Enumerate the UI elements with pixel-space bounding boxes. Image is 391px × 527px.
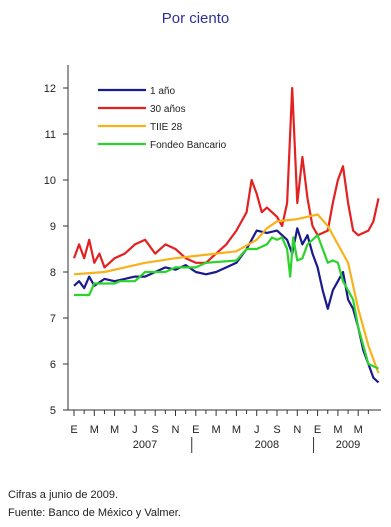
series-line-0 [73,227,380,384]
series-line-2 [73,213,380,374]
footnote-coverage: Cifras a junio de 2009. [8,489,119,501]
year-label: 2008 [255,439,279,451]
x-tick-label: E [314,424,321,436]
legend-label-1: 30 años [150,104,186,115]
x-tick-label: S [273,424,280,436]
x-tick-label: M [354,424,363,436]
series-line-3 [74,234,379,370]
y-tick-label: 7 [50,313,56,325]
chart-title: Por ciento [161,10,230,27]
x-tick-label: M [110,424,119,436]
y-tick-label: 8 [50,267,56,279]
y-tick-label: 10 [44,175,56,187]
y-tick-label: 11 [45,129,56,141]
y-tick-label: 6 [50,359,56,371]
legend-label-0: 1 año [150,86,175,97]
x-tick-label: N [172,424,180,436]
x-tick-label: J [254,424,260,436]
x-tick-label: M [212,424,221,436]
series-lines [72,86,380,384]
x-tick-label: M [333,424,342,436]
x-tick-label: S [152,424,159,436]
year-label: 2007 [133,439,157,451]
x-tick-label: M [90,424,99,436]
x-tick-label: M [232,424,241,436]
y-tick-label: 9 [50,221,56,233]
y-tick-label: 5 [50,405,56,417]
x-tick-label: J [132,424,138,436]
series-line-1 [72,86,380,269]
year-label: 2009 [336,439,360,451]
legend: 1 año 30 años TIIE 28 Fondeo Bancario [98,86,227,151]
y-tick-label: 12 [44,83,56,95]
x-tick-label: E [70,424,77,436]
x-tick-label: N [293,424,301,436]
x-tick-label: E [192,424,199,436]
legend-label-3: Fondeo Bancario [150,140,227,151]
legend-label-2: TIIE 28 [150,122,183,133]
footnote-source: Fuente: Banco de México y Valmer. [8,507,181,519]
